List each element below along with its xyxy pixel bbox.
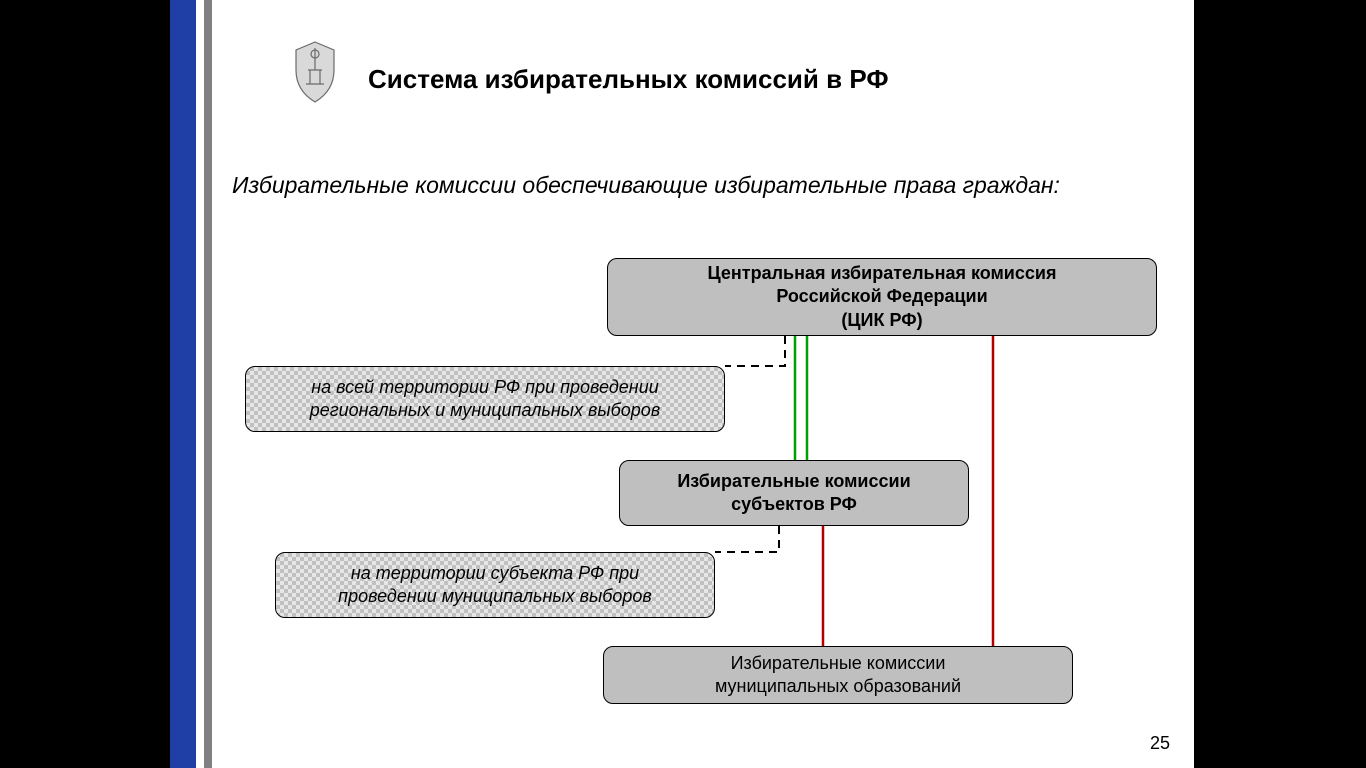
slide-frame: Система избирательных комиссий в РФ Изби… [170,0,1194,768]
slide-title: Система избирательных комиссий в РФ [368,64,889,95]
diagram-node-n1: Центральная избирательная комиссияРоссий… [607,258,1157,336]
edge-e2 [725,336,785,366]
page-number: 25 [1150,733,1170,754]
org-chart-diagram: Центральная избирательная комиссияРоссий… [225,258,1177,728]
grey-side-bar [204,0,212,768]
diagram-node-n4: на территории субъекта РФ припроведении … [275,552,715,618]
diagram-node-n2: на всей территории РФ при проведенииреги… [245,366,725,432]
diagram-node-n3: Избирательные комиссиисубъектов РФ [619,460,969,526]
edge-e4 [715,526,779,552]
blue-side-bar [170,0,196,768]
university-logo-icon [290,40,340,104]
slide-subtitle: Избирательные комиссии обеспечивающие из… [232,170,1132,201]
diagram-node-n5: Избирательные комиссиимуниципальных обра… [603,646,1073,704]
edge-e5 [977,336,993,674]
